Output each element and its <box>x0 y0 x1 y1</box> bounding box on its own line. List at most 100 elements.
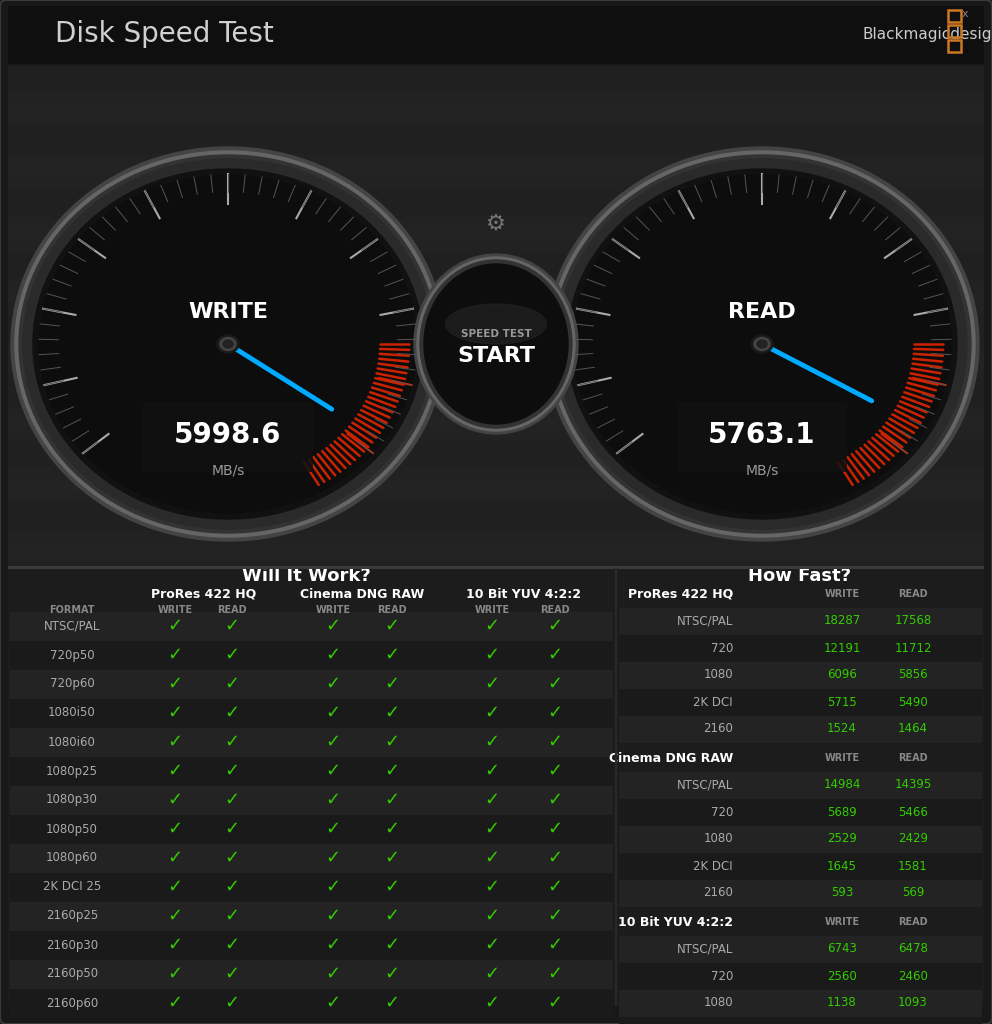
Text: 2160: 2160 <box>703 887 733 899</box>
FancyBboxPatch shape <box>8 246 984 250</box>
FancyBboxPatch shape <box>8 338 984 342</box>
Text: 5689: 5689 <box>827 806 857 818</box>
Text: 2160p25: 2160p25 <box>46 909 98 923</box>
Text: x: x <box>961 9 968 19</box>
Text: ✓: ✓ <box>168 936 183 954</box>
Text: 1080p25: 1080p25 <box>46 765 98 777</box>
Text: WRITE: WRITE <box>158 605 192 615</box>
FancyBboxPatch shape <box>8 270 984 274</box>
Text: 10 Bit YUV 4:2:2: 10 Bit YUV 4:2:2 <box>466 588 581 600</box>
FancyBboxPatch shape <box>8 238 984 242</box>
Text: ✓: ✓ <box>224 994 239 1012</box>
FancyBboxPatch shape <box>8 518 984 522</box>
Text: 2160p60: 2160p60 <box>46 996 98 1010</box>
FancyBboxPatch shape <box>8 568 984 1006</box>
FancyBboxPatch shape <box>619 989 982 1017</box>
FancyBboxPatch shape <box>8 534 984 538</box>
Text: 1464: 1464 <box>898 723 928 735</box>
Text: 5998.6: 5998.6 <box>175 421 282 449</box>
FancyBboxPatch shape <box>8 374 984 378</box>
FancyBboxPatch shape <box>8 214 984 218</box>
Text: ✓: ✓ <box>484 849 500 867</box>
FancyBboxPatch shape <box>8 366 984 370</box>
Text: 11712: 11712 <box>894 641 931 654</box>
FancyBboxPatch shape <box>8 110 984 114</box>
FancyBboxPatch shape <box>10 814 613 844</box>
Text: 5490: 5490 <box>898 695 928 709</box>
Text: ✓: ✓ <box>548 820 562 838</box>
Text: ✓: ✓ <box>484 994 500 1012</box>
Text: Cinema DNG RAW: Cinema DNG RAW <box>609 752 733 765</box>
Text: READ: READ <box>541 605 569 615</box>
Text: ✓: ✓ <box>548 936 562 954</box>
FancyBboxPatch shape <box>619 688 982 716</box>
FancyBboxPatch shape <box>8 182 984 186</box>
FancyBboxPatch shape <box>8 434 984 438</box>
Text: ✓: ✓ <box>325 791 340 809</box>
Text: ✓: ✓ <box>168 733 183 751</box>
FancyBboxPatch shape <box>8 78 984 82</box>
Text: 720: 720 <box>710 806 733 818</box>
FancyBboxPatch shape <box>10 640 613 670</box>
FancyBboxPatch shape <box>8 462 984 466</box>
Text: ✓: ✓ <box>548 733 562 751</box>
Text: ✓: ✓ <box>325 733 340 751</box>
Text: ✓: ✓ <box>484 646 500 664</box>
Text: ✓: ✓ <box>385 646 400 664</box>
Text: ✓: ✓ <box>484 762 500 780</box>
FancyBboxPatch shape <box>8 282 984 286</box>
FancyBboxPatch shape <box>8 334 984 338</box>
FancyBboxPatch shape <box>10 872 613 901</box>
Text: 720p50: 720p50 <box>50 648 94 662</box>
Text: 2K DCI: 2K DCI <box>693 859 733 872</box>
Text: 5466: 5466 <box>898 806 928 818</box>
Text: READ: READ <box>728 302 796 323</box>
Text: 1080: 1080 <box>703 669 733 682</box>
Text: ✓: ✓ <box>484 705 500 722</box>
FancyBboxPatch shape <box>8 554 984 558</box>
FancyBboxPatch shape <box>143 401 312 472</box>
FancyBboxPatch shape <box>10 931 613 959</box>
Ellipse shape <box>11 147 445 541</box>
Ellipse shape <box>217 335 239 353</box>
Ellipse shape <box>23 159 433 529</box>
Ellipse shape <box>754 338 770 350</box>
FancyBboxPatch shape <box>8 262 984 266</box>
Text: ✓: ✓ <box>484 791 500 809</box>
Text: ✓: ✓ <box>168 907 183 925</box>
FancyBboxPatch shape <box>8 562 984 566</box>
Text: ✓: ✓ <box>385 994 400 1012</box>
FancyBboxPatch shape <box>619 716 982 742</box>
FancyBboxPatch shape <box>8 254 984 258</box>
FancyBboxPatch shape <box>8 306 984 310</box>
Text: ✓: ✓ <box>224 646 239 664</box>
FancyBboxPatch shape <box>8 350 984 354</box>
Text: ✓: ✓ <box>224 878 239 896</box>
FancyBboxPatch shape <box>8 446 984 450</box>
FancyBboxPatch shape <box>8 410 984 414</box>
FancyBboxPatch shape <box>8 162 984 166</box>
Text: ✓: ✓ <box>224 705 239 722</box>
FancyBboxPatch shape <box>8 302 984 306</box>
FancyBboxPatch shape <box>8 474 984 478</box>
Text: ✓: ✓ <box>168 791 183 809</box>
Text: ✓: ✓ <box>224 907 239 925</box>
FancyBboxPatch shape <box>8 290 984 294</box>
FancyBboxPatch shape <box>8 74 984 78</box>
Text: 2529: 2529 <box>827 833 857 846</box>
Text: ✓: ✓ <box>548 646 562 664</box>
FancyBboxPatch shape <box>8 482 984 486</box>
Text: 14395: 14395 <box>895 778 931 792</box>
Ellipse shape <box>15 151 441 537</box>
Text: NTSC/PAL: NTSC/PAL <box>44 620 100 633</box>
FancyBboxPatch shape <box>10 727 613 757</box>
Text: ✓: ✓ <box>325 994 340 1012</box>
Ellipse shape <box>567 169 957 519</box>
FancyBboxPatch shape <box>8 538 984 542</box>
FancyBboxPatch shape <box>8 170 984 174</box>
Text: ✓: ✓ <box>548 907 562 925</box>
FancyBboxPatch shape <box>8 568 613 1006</box>
FancyBboxPatch shape <box>619 825 982 853</box>
FancyBboxPatch shape <box>8 146 984 150</box>
FancyBboxPatch shape <box>8 354 984 358</box>
